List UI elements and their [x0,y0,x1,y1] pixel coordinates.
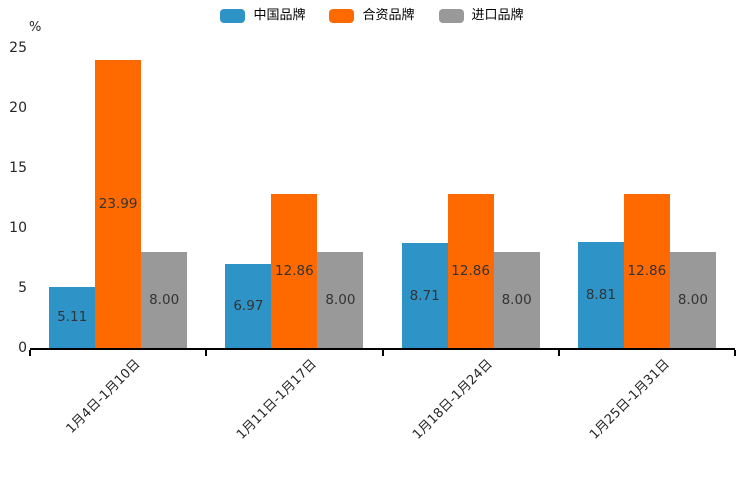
x-axis-tick-mark [381,350,384,356]
y-tick-label: 20 [9,100,27,116]
bar-group: 8.71 12.86 8.00 [383,48,559,348]
legend-item-2[interactable]: 合资品牌 [329,8,415,24]
plot-area: 5.11 23.99 8.00 6.97 12.86 8.00 8.71 12.86 8.00 8… [29,48,736,443]
bar-进口品牌: 8.00 [493,252,540,348]
bar-进口品牌: 8.00 [141,252,188,348]
legend-item-label: 进口品牌 [471,8,524,23]
legend: 中国品牌 合资品牌 进口品牌 [0,8,744,24]
bar-groups: 5.11 23.99 8.00 6.97 12.86 8.00 8.71 12.86 8.00 8… [30,48,735,348]
x-axis-tick-mark [205,350,208,356]
x-axis-category-label: 1月11日-1月17日 [234,356,320,443]
legend-item-label: 中国品牌 [253,8,306,23]
legend-swatch-icon [438,9,464,23]
bar-value-label: 8.00 [325,292,356,308]
legend-swatch-icon [329,9,355,23]
bar-value-label: 12.86 [627,262,667,279]
bar-中国品牌: 5.11 [49,286,96,348]
x-axis-category-label: 1月25日-1月31日 [586,356,673,443]
y-tick-label: 10 [9,220,27,236]
bar-value-label: 8.00 [501,292,532,308]
bar-group: 8.81 12.86 8.00 [559,48,735,348]
bar-合资品牌: 12.86 [623,193,670,348]
bar-合资品牌: 23.99 [95,60,142,348]
legend-item-1[interactable]: 中国品牌 [220,8,305,24]
bar-中国品牌: 8.71 [401,243,448,348]
bar-进口品牌: 8.00 [317,252,364,348]
bar-中国品牌: 8.81 [577,242,624,348]
bar-value-label: 12.86 [451,262,490,279]
x-axis-tick-mark [29,350,31,356]
bar-中国品牌: 6.97 [225,264,272,348]
y-tick-label: 0 [18,340,27,356]
bar-合资品牌: 12.86 [447,193,494,348]
bar-value-label: 8.81 [585,287,616,304]
legend-swatch-icon [220,9,246,23]
bar-group: 6.97 12.86 8.00 [206,48,382,348]
y-axis-tick-labels: 0 5 10 15 20 25 [0,40,27,356]
y-tick-label: 15 [9,160,27,176]
x-axis-tick-mark [557,350,560,356]
y-tick-label: 5 [18,280,27,296]
bar-value-label: 8.00 [149,292,180,308]
y-tick-label: 25 [9,40,27,56]
x-axis-tick-mark [734,350,736,356]
legend-item-3[interactable]: 进口品牌 [438,8,524,24]
bar-value-label: 12.86 [275,262,314,279]
legend-item-label: 合资品牌 [362,8,415,23]
bar-合资品牌: 12.86 [271,193,318,348]
bar-group: 5.11 23.99 8.00 [30,48,206,348]
bar-进口品牌: 8.00 [669,252,716,348]
bar-value-label: 5.11 [57,309,88,326]
bar-value-label: 6.97 [233,298,264,315]
bar-value-label: 8.71 [409,287,440,304]
x-axis-category-label: 1月4日-1月10日 [63,356,144,437]
y-axis-unit-label: % [29,20,42,35]
x-axis-category-label: 1月18日-1月24日 [410,356,497,443]
bar-value-label: 23.99 [98,196,138,213]
bar-value-label: 8.00 [677,292,708,308]
